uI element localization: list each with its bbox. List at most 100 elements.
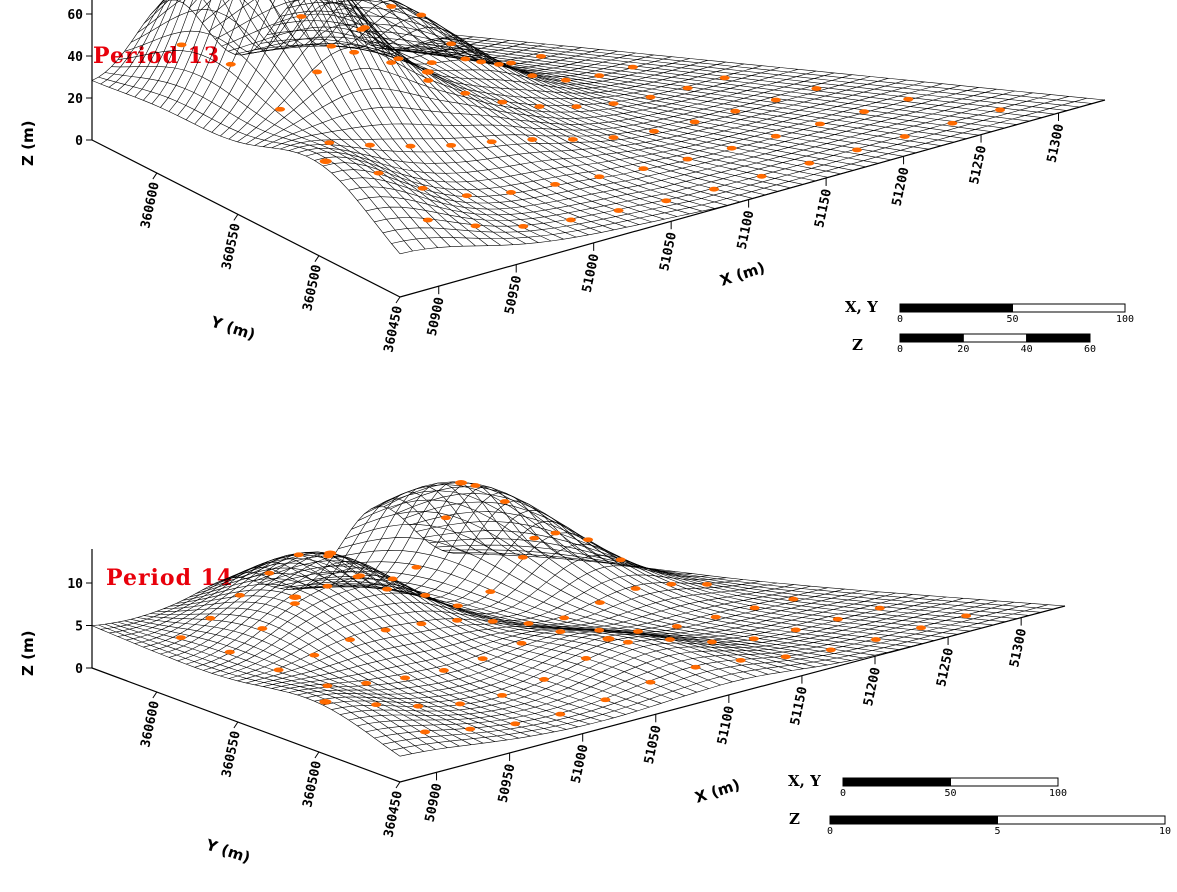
sample-marker (175, 635, 186, 641)
mesh-line-y (220, 565, 710, 677)
sample-marker (583, 537, 594, 543)
mesh-line-x (389, 0, 841, 175)
mesh-line-y (340, 87, 979, 204)
sample-marker (477, 656, 488, 662)
sample-marker (622, 639, 633, 645)
sample-marker (224, 649, 235, 655)
sample-marker (874, 605, 885, 611)
scale-bar-xy: 0 50 100 (840, 777, 1067, 799)
surface-mesh (91, 0, 1106, 255)
mesh-line-x (208, 562, 614, 719)
mesh-line-x (104, 72, 426, 250)
mesh-line-y (365, 92, 1033, 221)
y-tick-label: 360500 (300, 760, 324, 809)
sample-marker (719, 75, 730, 81)
mesh-line-x (208, 0, 627, 228)
scale-bar-z-segment (899, 333, 964, 343)
sample-points (176, 4, 1006, 229)
scale-bar-xy-segment (842, 777, 951, 787)
sample-marker (550, 530, 561, 536)
y-tick-label: 360500 (300, 263, 324, 312)
sample-marker (594, 174, 605, 180)
sample-marker (293, 552, 304, 558)
mesh-line-x (422, 43, 1043, 118)
mesh-line-x (338, 15, 879, 164)
sample-marker (788, 596, 799, 602)
sample-marker (446, 142, 457, 148)
mesh-line-x (305, 583, 792, 671)
scale-bar-z-label: Z (852, 336, 863, 354)
plot-title: Period 13 (93, 43, 220, 69)
sample-marker (380, 627, 391, 633)
mesh-line-x (344, 523, 864, 659)
scale-bar-z-tick-label: 0 (897, 344, 903, 355)
sample-marker (638, 166, 649, 172)
sample-marker (426, 60, 437, 66)
sample-marker (455, 701, 466, 707)
peak-marker (455, 479, 468, 486)
mesh-line-x (221, 13, 652, 223)
mesh-line-x (429, 538, 1018, 619)
sample-marker (487, 618, 498, 624)
scale-bars: X, Y 0 50 100 Z 0 20 40 60 (845, 298, 1134, 355)
mesh-line-x (279, 581, 745, 680)
sample-marker (485, 589, 496, 595)
mesh-line-x (370, 484, 911, 647)
mesh-line-y (117, 486, 506, 637)
mesh-line-x (104, 623, 424, 752)
mesh-line-x (195, 0, 602, 233)
sample-marker (452, 603, 463, 609)
sample-marker (571, 104, 582, 110)
x-tick-label: 51300 (1045, 123, 1068, 165)
mesh-line-x (202, 567, 602, 722)
sample-marker (470, 223, 481, 229)
sample-marker (661, 198, 672, 204)
x-tick-label: 50900 (423, 782, 446, 824)
sample-marker (371, 702, 382, 708)
sample-marker (413, 703, 424, 709)
sample-marker (465, 726, 476, 732)
mesh-line-x (234, 551, 662, 704)
sample-marker (529, 535, 540, 541)
mesh-line-x (403, 48, 1005, 129)
sample-marker (273, 667, 284, 673)
scale-bar-xy: 0 50 100 (897, 303, 1134, 325)
sample-marker (645, 94, 656, 100)
sample-marker (356, 26, 367, 32)
mesh-line-x (98, 624, 413, 754)
sample-marker (460, 56, 471, 62)
sample-marker (205, 615, 216, 621)
sample-marker (903, 96, 914, 102)
sample-marker (594, 73, 605, 79)
sample-marker (567, 137, 578, 142)
scale-bar-xy-label: X, Y (845, 298, 878, 316)
sample-marker (486, 139, 497, 145)
mesh-line-x (215, 0, 640, 225)
mesh-line-x (318, 571, 816, 668)
mesh-line-x (377, 0, 803, 185)
y-tick (152, 172, 158, 180)
sample-marker (790, 627, 801, 633)
x-tick-label: 51000 (580, 252, 603, 294)
y-tick-label: 360450 (381, 305, 405, 354)
scale-bar-xy-label: X, Y (788, 772, 821, 790)
z-axis-label: Z (m) (19, 631, 37, 676)
sample-marker (460, 90, 471, 96)
y-axis-label: Y (m) (208, 312, 258, 343)
y-tick-label: 360600 (138, 700, 162, 749)
peak-marker (602, 636, 615, 642)
mesh-line-x (150, 0, 514, 245)
mesh-line-x (117, 621, 448, 748)
sample-marker (780, 654, 791, 660)
sample-marker (748, 636, 759, 642)
sample-marker (440, 515, 451, 521)
mesh-line-y (288, 588, 845, 693)
mesh-line-x (422, 530, 1006, 622)
mesh-line-y (126, 482, 523, 641)
sample-marker (560, 77, 571, 83)
mesh-line-x (188, 0, 589, 236)
z-tick-label: 10 (67, 577, 83, 592)
peak-marker (421, 69, 434, 75)
sample-marker (416, 621, 427, 627)
mesh-line-x (435, 544, 1030, 616)
